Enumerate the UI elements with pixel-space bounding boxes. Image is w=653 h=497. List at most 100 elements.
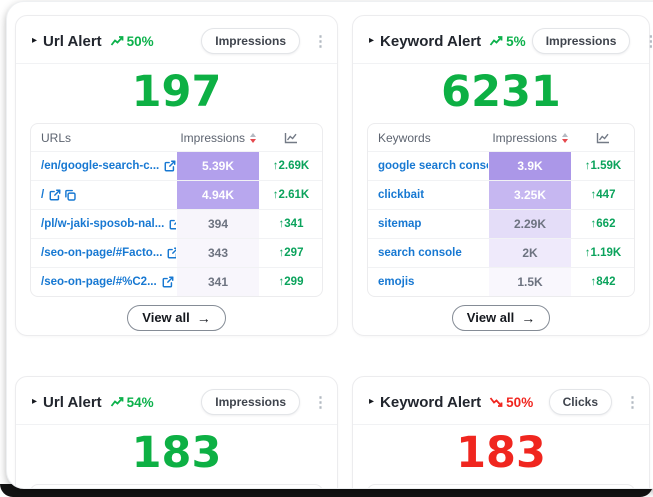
metric-value-cell: 4.94K [176,181,260,210]
view-all-button[interactable]: View all → [451,305,551,332]
expand-caret-icon[interactable]: ▸ [32,396,38,407]
label-column-header: Keywords [378,130,431,145]
change-value-cell: ↑297 [278,247,304,260]
trend-indicator: 5% [489,34,526,49]
card-header: ▸ Keyword Alert 5% Impressions ⋮ [353,16,653,64]
trend-up-icon [489,36,503,46]
label-column-header: URLs [41,130,72,145]
trend-indicator: 54% [110,395,154,410]
table-header-row: Keywords Clicks [368,485,634,488]
trend-up-icon [110,36,124,46]
kebab-menu-icon[interactable]: ⋮ [643,34,653,49]
link-text[interactable]: /seo-on-page/#Facto... [41,247,163,260]
chart-column-header[interactable] [572,124,634,151]
copy-icon[interactable] [64,189,76,202]
external-link-icon[interactable] [162,276,174,288]
card-title: Keyword Alert [380,32,482,50]
external-link-icon[interactable] [169,218,176,230]
link-text[interactable]: clickbait [378,189,425,202]
table-row: /pl/w-jaki-sposob-nal... 394 ↑341 [31,209,322,239]
metric-value-cell: 341 [176,268,260,297]
trend-down-icon [489,397,503,407]
external-link-icon[interactable] [164,160,176,172]
change-value-cell: ↑447 [590,189,616,202]
table-row: search console 2K ↑1.19K [368,238,634,268]
view-all-button[interactable]: View all → [127,305,226,332]
change-value-cell: ↑2.69K [272,160,310,173]
kebab-menu-icon[interactable]: ⋮ [625,393,640,411]
value-column-header[interactable]: Clicks [488,485,572,488]
table-body: google search console3.9K ↑1.59K clickbait… [368,151,634,297]
metric-value-cell: 394 [176,210,260,239]
external-link-icon[interactable] [49,189,61,201]
alert-card-url-2: ▸ Url Alert 54% Impressions ⋮ 183 URLs I… [15,376,338,488]
change-value-cell: ↑662 [590,218,616,231]
alert-table: Keywords Clicks [367,484,635,488]
keyword-link[interactable]: emojis [368,268,488,296]
table-row: sitemap 2.29K ↑662 [368,209,634,239]
metric-selector-button[interactable]: Impressions [201,28,300,54]
line-chart-icon [596,132,609,144]
link-text[interactable]: /seo-on-page/#%C2... [41,276,157,289]
kebab-menu-icon[interactable]: ⋮ [313,32,328,50]
sort-icon[interactable] [248,132,258,143]
trend-percent: 54% [126,394,154,410]
change-value-cell: ↑1.19K [584,247,622,260]
link-text[interactable]: /en/google-search-c... [41,160,160,173]
chart-column-header[interactable] [572,485,634,488]
metric-value-cell: 5.39K [176,152,260,181]
keyword-link[interactable]: search console [368,239,488,267]
link-text[interactable]: emojis [378,276,415,289]
url-link[interactable]: /seo-on-page/#%C2... [31,268,176,296]
link-text[interactable]: search console [378,247,462,260]
link-text[interactable]: /pl/w-jaki-sposob-nal... [41,218,165,231]
value-column-header[interactable]: Impressions [488,124,572,151]
expand-caret-icon[interactable]: ▸ [369,396,375,407]
keyword-link[interactable]: clickbait [368,181,488,209]
url-link[interactable]: /en/google-search-c... [31,152,176,180]
chart-column-header[interactable] [260,124,322,151]
card-title: Url Alert [43,32,102,50]
alert-card-keyword-1: ▸ Keyword Alert 5% Impressions ⋮ 6231 Ke… [352,15,653,336]
url-link[interactable]: /pl/w-jaki-sposob-nal... [31,210,176,238]
label-column-header: URLs [31,485,176,488]
metric-selector-button[interactable]: Impressions [201,389,300,415]
sort-icon[interactable] [560,132,570,143]
table-row: / 4.94K ↑2.61K [31,180,322,210]
table-row: clickbait 3.25K ↑447 [368,180,634,210]
expand-caret-icon[interactable]: ▸ [369,35,375,46]
card-title: Keyword Alert [380,393,482,411]
expand-caret-icon[interactable]: ▸ [32,35,38,46]
table-header-row: Keywords Impressions [368,124,634,151]
table-header-row: URLs Impressions [31,124,322,151]
link-text[interactable]: / [41,189,45,202]
table-row: /seo-on-page/#Facto... 343 ↑297 [31,238,322,268]
table-body: /en/google-search-c... 5.39K ↑2.69K / 4.94K ↑… [31,151,322,297]
arrow-right-icon: → [521,309,536,326]
big-value: 6231 [441,67,561,117]
table-row: /en/google-search-c... 5.39K ↑2.69K [31,151,322,181]
link-text[interactable]: google search console [378,160,488,173]
line-chart-icon [284,132,297,144]
arrow-right-icon: → [196,309,211,326]
keyword-link[interactable]: google search console [368,152,488,180]
url-link[interactable]: /seo-on-page/#Facto... [31,239,176,267]
metric-selector-button[interactable]: Clicks [548,389,612,415]
link-text[interactable]: sitemap [378,218,422,231]
external-link-icon[interactable] [167,247,176,259]
alert-table: Keywords Impressions google search conso… [367,123,635,298]
big-value: 183 [131,428,222,478]
keyword-link[interactable]: sitemap [368,210,488,238]
big-value: 183 [456,428,546,478]
value-column-header[interactable]: Impressions [176,124,260,151]
alert-card-url-1: ▸ Url Alert 50% Impressions ⋮ 197 URLs I… [15,15,338,336]
chart-column-header[interactable] [260,485,322,488]
trend-up-icon [110,397,124,407]
url-link[interactable]: / [31,181,176,209]
metric-value-cell: 343 [176,239,260,268]
metric-selector-button[interactable]: Impressions [531,28,631,54]
big-value: 197 [131,67,222,117]
trend-percent: 5% [506,33,526,49]
value-column-header[interactable]: Impressions [176,485,260,488]
kebab-menu-icon[interactable]: ⋮ [313,393,328,411]
